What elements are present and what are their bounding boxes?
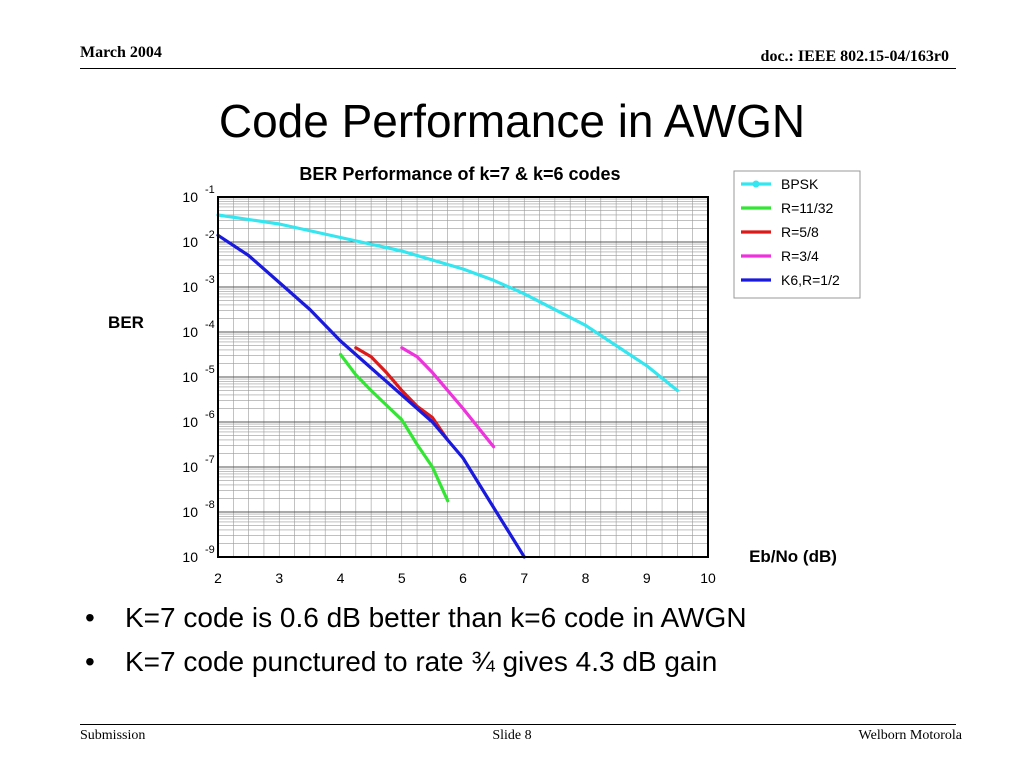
plot-frame (217, 196, 709, 558)
x-tick-label: 8 (582, 570, 590, 586)
series-line-2 (354, 346, 450, 442)
slide-title: Code Performance in AWGN (218, 95, 806, 147)
x-axis-label: Eb/No (dB) (749, 547, 837, 566)
footer-slide-number: Slide 8 (492, 728, 532, 743)
y-tick-exponent: -1 (205, 184, 215, 196)
chart-grid (217, 197, 709, 558)
footer-author: Welborn Motorola (858, 728, 962, 743)
chart-series (216, 213, 680, 559)
series-line-3 (400, 346, 496, 449)
x-tick-label: 3 (275, 570, 283, 586)
y-tick-exponent: -3 (205, 274, 215, 286)
y-axis-label: BER (108, 313, 144, 332)
bullet-list: • K=7 code is 0.6 dB better than k=6 code… (85, 596, 747, 684)
x-tick-label: 9 (643, 570, 651, 586)
x-tick-label: 6 (459, 570, 467, 586)
y-tick-exponent: -4 (205, 319, 215, 331)
y-tick-label: 10 (182, 369, 198, 385)
y-tick-label: 10 (182, 504, 198, 520)
legend-label: R=11/32 (781, 200, 833, 216)
header-doc-id: doc.: IEEE 802.15-04/163r0 (760, 48, 949, 65)
x-tick-labels: 2 3 4 5 6 7 8 9 10 (214, 570, 716, 586)
ber-chart: BER Performance of k=7 & k=6 codes 10 -11… (108, 164, 861, 586)
y-tick-exponent: -8 (205, 499, 215, 511)
chart-title: BER Performance of k=7 & k=6 codes (299, 164, 620, 184)
y-tick-label: 10 (182, 324, 198, 340)
y-tick-label: 10 (182, 459, 198, 475)
legend-label: R=3/4 (781, 248, 819, 264)
legend-label: K6,R=1/2 (781, 272, 840, 288)
x-tick-label: 7 (520, 570, 528, 586)
bullet-text: K=7 code punctured to rate ¾ gives 4.3 d… (125, 646, 718, 677)
footer-submission: Submission (80, 728, 146, 743)
y-tick-labels: 10 -1 10 -2 10 -3 10 -4 10 -5 10 -6 10 -7 10 -8 10 -9 (182, 184, 214, 565)
bullet-text: K=7 code is 0.6 dB better than k=6 code … (125, 602, 747, 633)
y-tick-exponent: -9 (205, 544, 215, 556)
bullet-marker: • (85, 602, 95, 633)
legend-label: BPSK (781, 176, 819, 192)
y-tick-exponent: -7 (205, 454, 215, 466)
x-tick-label: 2 (214, 570, 222, 586)
legend: BPSK R=11/32 R=5/8 R=3/4 K6,R=1/2 (733, 170, 861, 299)
header-rule (80, 68, 956, 69)
y-tick-label: 10 (182, 549, 198, 565)
y-tick-label: 10 (182, 234, 198, 250)
series-line-0 (216, 213, 680, 393)
y-tick-label: 10 (182, 414, 198, 430)
footer-rule (80, 724, 956, 725)
bullet-item: • K=7 code is 0.6 dB better than k=6 code… (85, 596, 747, 640)
x-tick-label: 4 (337, 570, 345, 586)
y-tick-label: 10 (182, 279, 198, 295)
bullet-marker: • (85, 646, 95, 677)
y-tick-label: 10 (182, 189, 198, 205)
header-date: March 2004 (80, 44, 162, 61)
y-tick-exponent: -6 (205, 409, 215, 421)
x-tick-label: 10 (700, 570, 716, 586)
y-tick-exponent: -5 (205, 364, 215, 376)
y-tick-exponent: -2 (205, 229, 215, 241)
bullet-item: • K=7 code punctured to rate ¾ gives 4.3 … (85, 640, 747, 684)
x-tick-label: 5 (398, 570, 406, 586)
legend-marker (752, 180, 760, 188)
series-line-1 (338, 352, 450, 503)
legend-box (733, 170, 861, 299)
legend-label: R=5/8 (781, 224, 819, 240)
series-line-4 (216, 233, 526, 559)
